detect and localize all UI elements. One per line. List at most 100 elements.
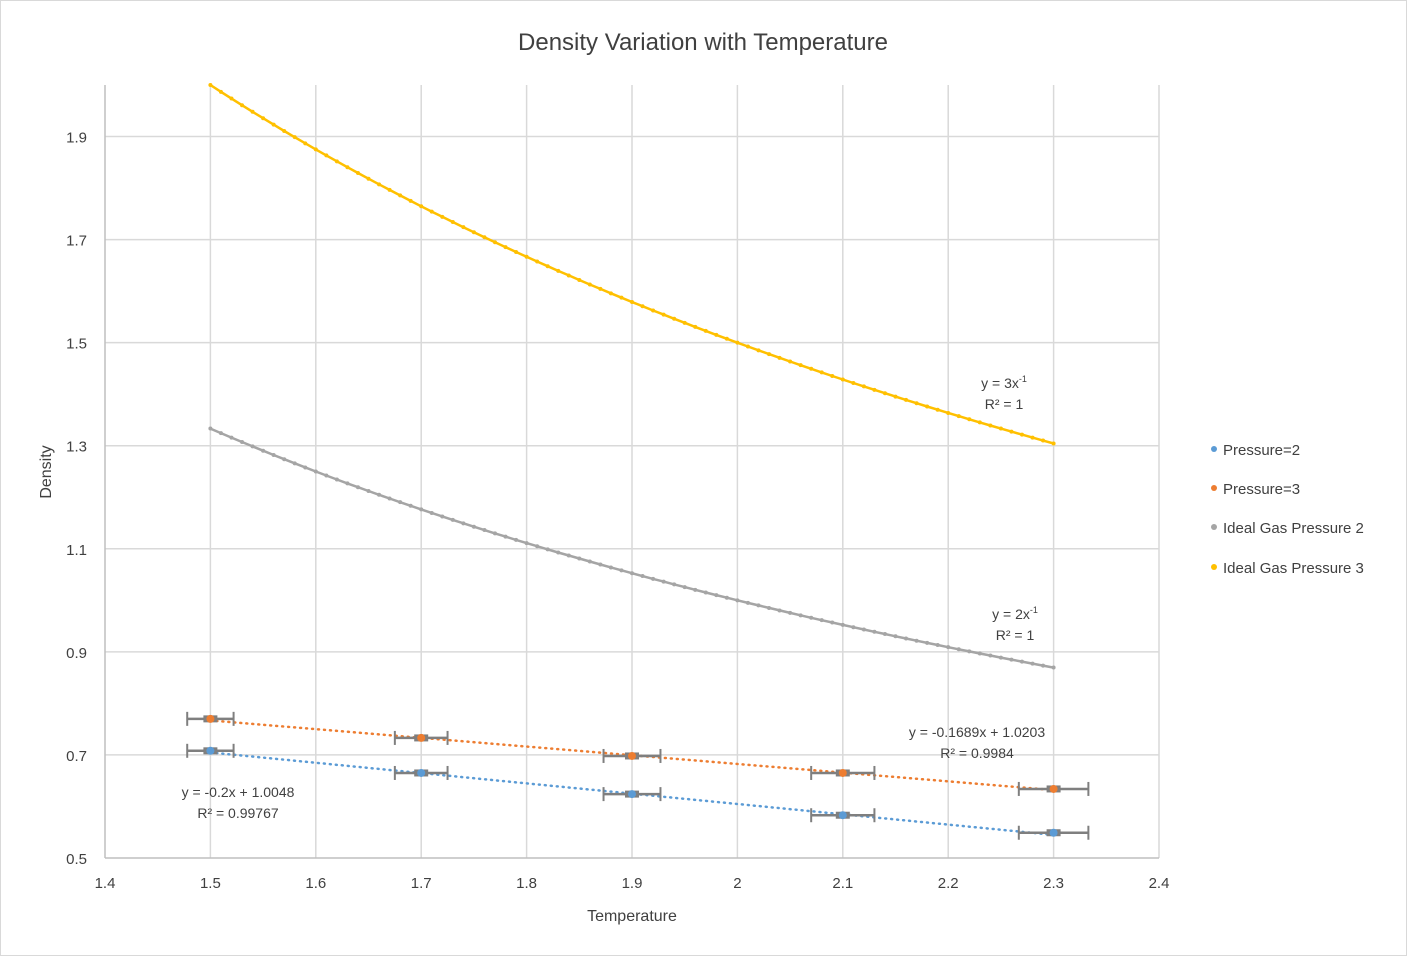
annotation-ideal-2: y = 2x-1 R² = 1 [992,605,1038,643]
point-ideal-gas-pressure-3 [303,141,308,146]
point-ideal-gas-pressure-3 [471,230,476,235]
data-points [206,714,1058,837]
x-tick-label: 1.8 [516,875,537,892]
point-ideal-gas-pressure-3 [661,312,666,317]
point-ideal-gas-pressure-2 [925,640,930,645]
y-tick-label: 1.9 [66,130,87,147]
point-ideal-gas-pressure-2 [935,643,940,648]
point-pressure-2 [417,768,426,777]
x-tick-label: 1.4 [95,875,116,892]
point-ideal-gas-pressure-2 [271,452,276,457]
point-ideal-gas-pressure-2 [556,550,561,555]
point-ideal-gas-pressure-2 [471,524,476,529]
point-ideal-gas-pressure-2 [240,440,245,445]
point-ideal-gas-pressure-2 [998,655,1003,660]
point-pressure-3 [417,733,426,742]
point-ideal-gas-pressure-2 [524,541,529,546]
point-ideal-gas-pressure-3 [914,401,919,406]
legend-marker-ideal-gas-pressure-2 [1211,524,1217,530]
point-ideal-gas-pressure-3 [619,295,624,300]
annotation-pressure-3: y = -0.1689x + 1.0203 R² = 0.9984 [909,724,1045,761]
point-ideal-gas-pressure-3 [292,135,297,140]
point-ideal-gas-pressure-2 [672,582,677,587]
point-ideal-gas-pressure-3 [355,170,360,175]
y-tick-label: 0.7 [66,748,87,765]
point-ideal-gas-pressure-3 [577,277,582,282]
point-ideal-gas-pressure-2 [619,568,624,573]
point-ideal-gas-pressure-2 [819,618,824,623]
point-ideal-gas-pressure-3 [788,359,793,364]
point-ideal-gas-pressure-2 [767,605,772,610]
point-ideal-gas-pressure-3 [756,348,761,353]
point-ideal-gas-pressure-3 [861,384,866,389]
legend-item-ideal-gas-pressure-3[interactable]: Ideal Gas Pressure 3 [1211,560,1364,577]
x-tick-label: 1.5 [200,875,221,892]
point-ideal-gas-pressure-3 [651,308,656,313]
legend-label: Ideal Gas Pressure 2 [1223,520,1364,537]
point-ideal-gas-pressure-3 [840,377,845,382]
legend-label: Ideal Gas Pressure 3 [1223,560,1364,577]
point-ideal-gas-pressure-2 [324,473,329,478]
point-ideal-gas-pressure-2 [303,465,308,470]
point-ideal-gas-pressure-3 [777,355,782,360]
point-ideal-gas-pressure-3 [672,316,677,321]
point-ideal-gas-pressure-2 [366,489,371,494]
legend: Pressure=2 Pressure=3 Ideal Gas Pressure… [1211,442,1364,577]
point-ideal-gas-pressure-2 [482,528,487,533]
r2-pressure-3: R² = 0.9984 [940,745,1014,761]
point-ideal-gas-pressure-3 [693,324,698,329]
point-pressure-2 [838,811,847,820]
point-ideal-gas-pressure-2 [450,517,455,522]
point-ideal-gas-pressure-3 [1041,438,1046,443]
point-ideal-gas-pressure-2 [756,603,761,608]
point-ideal-gas-pressure-2 [461,521,466,526]
y-tick-label: 1.5 [66,336,87,353]
legend-marker-pressure-2 [1211,446,1217,452]
point-ideal-gas-pressure-2 [630,571,634,576]
point-ideal-gas-pressure-2 [545,547,550,552]
point-pressure-3 [838,768,847,777]
point-ideal-gas-pressure-3 [745,344,750,349]
point-ideal-gas-pressure-2 [661,579,666,584]
point-ideal-gas-pressure-3 [988,423,993,428]
equation-pressure-3: y = -0.1689x + 1.0203 [909,724,1045,740]
x-tick-label: 2.4 [1149,875,1170,892]
point-ideal-gas-pressure-3 [503,245,508,250]
point-ideal-gas-pressure-3 [851,380,856,385]
x-tick-label: 2.3 [1043,875,1064,892]
point-ideal-gas-pressure-2 [872,629,877,634]
point-ideal-gas-pressure-3 [819,370,824,375]
point-ideal-gas-pressure-2 [577,556,582,561]
legend-item-pressure-3[interactable]: Pressure=3 [1211,481,1300,498]
point-ideal-gas-pressure-3 [218,89,223,94]
point-ideal-gas-pressure-2 [861,627,866,632]
point-ideal-gas-pressure-2 [608,565,613,570]
point-ideal-gas-pressure-2 [1030,661,1035,666]
point-ideal-gas-pressure-2 [440,514,445,519]
point-ideal-gas-pressure-3 [208,83,213,87]
point-ideal-gas-pressure-2 [914,638,919,643]
point-ideal-gas-pressure-3 [893,394,898,399]
point-ideal-gas-pressure-2 [261,448,266,453]
point-ideal-gas-pressure-3 [767,352,772,357]
point-ideal-gas-pressure-3 [872,387,877,392]
point-ideal-gas-pressure-3 [229,96,234,101]
legend-item-pressure-2[interactable]: Pressure=2 [1211,442,1300,459]
point-ideal-gas-pressure-2 [292,461,297,466]
point-ideal-gas-pressure-2 [1051,665,1056,670]
point-ideal-gas-pressure-3 [566,273,571,278]
legend-item-ideal-gas-pressure-2[interactable]: Ideal Gas Pressure 2 [1211,520,1364,537]
point-ideal-gas-pressure-2 [788,610,793,615]
point-ideal-gas-pressure-3 [640,304,645,309]
point-ideal-gas-pressure-3 [271,122,276,127]
point-ideal-gas-pressure-2 [419,507,424,512]
r2-ideal-2: R² = 1 [996,627,1035,643]
legend-marker-pressure-3 [1211,485,1217,491]
point-ideal-gas-pressure-2 [904,636,909,641]
point-ideal-gas-pressure-2 [882,632,887,637]
r2-pressure-2: R² = 0.99767 [197,805,279,821]
point-ideal-gas-pressure-3 [587,282,592,287]
point-ideal-gas-pressure-3 [682,320,687,325]
point-ideal-gas-pressure-2 [408,503,413,508]
